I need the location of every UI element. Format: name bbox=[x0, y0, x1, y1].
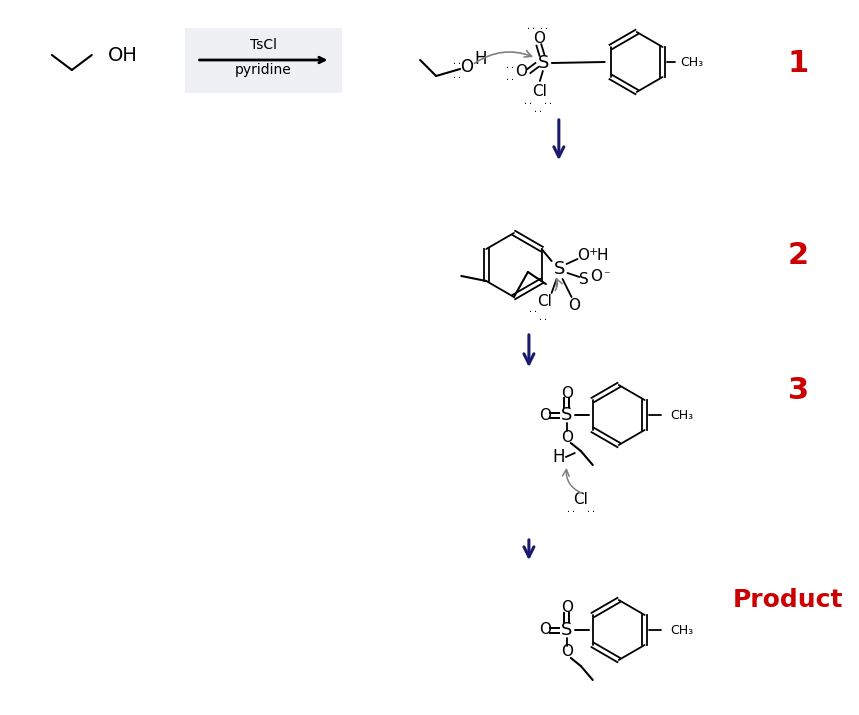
Text: O: O bbox=[590, 269, 602, 284]
Text: 2: 2 bbox=[788, 240, 809, 270]
Text: CH₃: CH₃ bbox=[680, 56, 704, 69]
Text: O: O bbox=[539, 623, 551, 638]
Text: CH₃: CH₃ bbox=[671, 408, 694, 422]
Text: ..: .. bbox=[452, 56, 462, 66]
Text: S: S bbox=[561, 406, 572, 424]
Text: ..: .. bbox=[526, 21, 536, 31]
Text: Product: Product bbox=[733, 588, 844, 612]
Text: +: + bbox=[588, 247, 598, 257]
Text: H: H bbox=[475, 50, 487, 68]
Text: pyridine: pyridine bbox=[235, 63, 292, 77]
Text: ..: .. bbox=[586, 505, 596, 513]
Text: O: O bbox=[533, 31, 545, 46]
Text: O: O bbox=[561, 385, 573, 400]
Text: ..: .. bbox=[533, 104, 543, 114]
Text: 1: 1 bbox=[788, 49, 809, 77]
Text: ..: .. bbox=[539, 21, 549, 31]
Text: O: O bbox=[561, 644, 573, 659]
Text: Cl: Cl bbox=[537, 293, 552, 308]
Text: S: S bbox=[539, 54, 550, 72]
Text: O: O bbox=[577, 247, 589, 262]
Text: O: O bbox=[561, 430, 573, 445]
Text: S: S bbox=[554, 260, 565, 278]
Text: Cl: Cl bbox=[533, 84, 547, 99]
Text: ..: .. bbox=[543, 97, 553, 106]
Text: ..: .. bbox=[505, 72, 515, 82]
Text: H: H bbox=[597, 247, 608, 262]
Text: OH: OH bbox=[107, 46, 137, 64]
Text: TsCl: TsCl bbox=[250, 38, 277, 52]
Text: S: S bbox=[561, 621, 572, 639]
Text: H: H bbox=[552, 448, 565, 466]
Text: O: O bbox=[515, 64, 527, 79]
Text: CH₃: CH₃ bbox=[671, 623, 694, 636]
Text: ..: .. bbox=[566, 505, 576, 513]
FancyBboxPatch shape bbox=[185, 28, 342, 93]
Text: Cl: Cl bbox=[573, 491, 588, 506]
Text: ..: .. bbox=[452, 71, 462, 79]
Text: O: O bbox=[561, 601, 573, 616]
Text: ..: .. bbox=[538, 312, 547, 322]
Text: ..: .. bbox=[527, 305, 538, 313]
Text: O: O bbox=[539, 408, 551, 423]
Text: ⁻: ⁻ bbox=[603, 270, 610, 282]
Text: ..: .. bbox=[505, 61, 515, 69]
Text: O: O bbox=[460, 58, 473, 76]
Text: 3: 3 bbox=[788, 375, 809, 405]
Text: ..: .. bbox=[523, 97, 533, 106]
Text: S: S bbox=[579, 272, 588, 287]
Text: O: O bbox=[569, 297, 581, 312]
